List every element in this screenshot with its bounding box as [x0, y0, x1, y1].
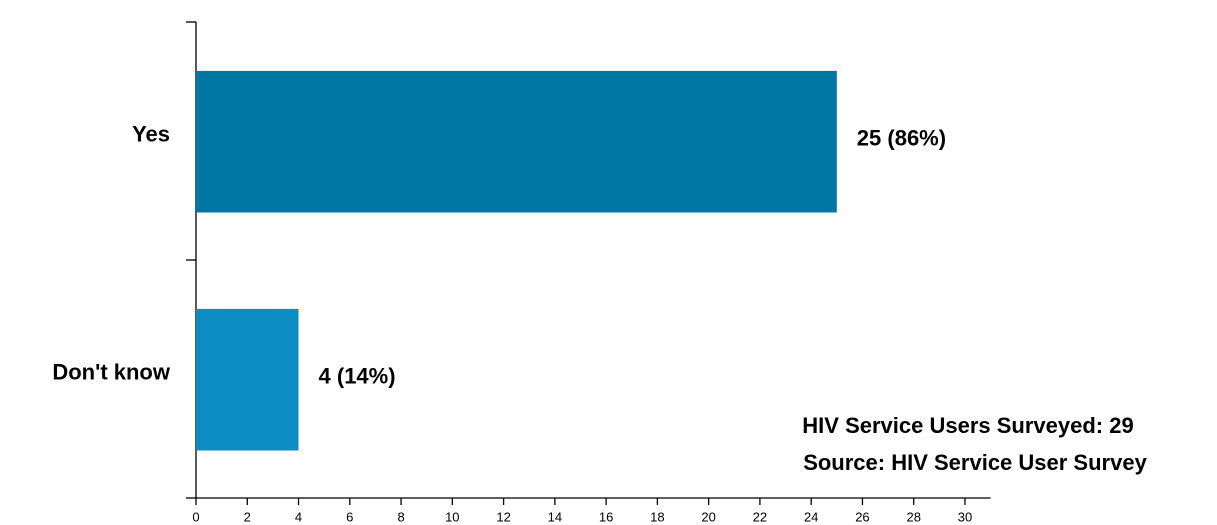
- value-label: 25 (86%): [857, 126, 946, 151]
- x-tick-label: 14: [548, 509, 562, 524]
- x-tick-label: 18: [650, 509, 664, 524]
- x-tick-label: 12: [496, 509, 510, 524]
- x-tick-label: 22: [753, 509, 767, 524]
- bar: [196, 70, 837, 213]
- annotation: HIV Service Users Surveyed: 29: [802, 413, 1133, 438]
- x-tick-label: 0: [192, 509, 199, 524]
- x-tick-label: 28: [906, 509, 920, 524]
- x-tick-label: 2: [244, 509, 251, 524]
- bar: [196, 308, 299, 451]
- value-label: 4 (14%): [319, 364, 396, 389]
- x-tick-label: 4: [295, 509, 302, 524]
- y-tick-label: Don't know: [52, 360, 171, 385]
- x-tick-label: 16: [599, 509, 613, 524]
- x-tick-label: 8: [397, 509, 404, 524]
- x-tick-label: 20: [701, 509, 715, 524]
- x-tick-label: 10: [445, 509, 459, 524]
- x-tick-label: 6: [346, 509, 353, 524]
- x-tick-label: 24: [804, 509, 818, 524]
- x-tick-label: 26: [855, 509, 869, 524]
- annotation: Source: HIV Service User Survey: [803, 450, 1147, 475]
- y-tick-label: Yes: [132, 122, 170, 147]
- x-tick-label: 30: [958, 509, 972, 524]
